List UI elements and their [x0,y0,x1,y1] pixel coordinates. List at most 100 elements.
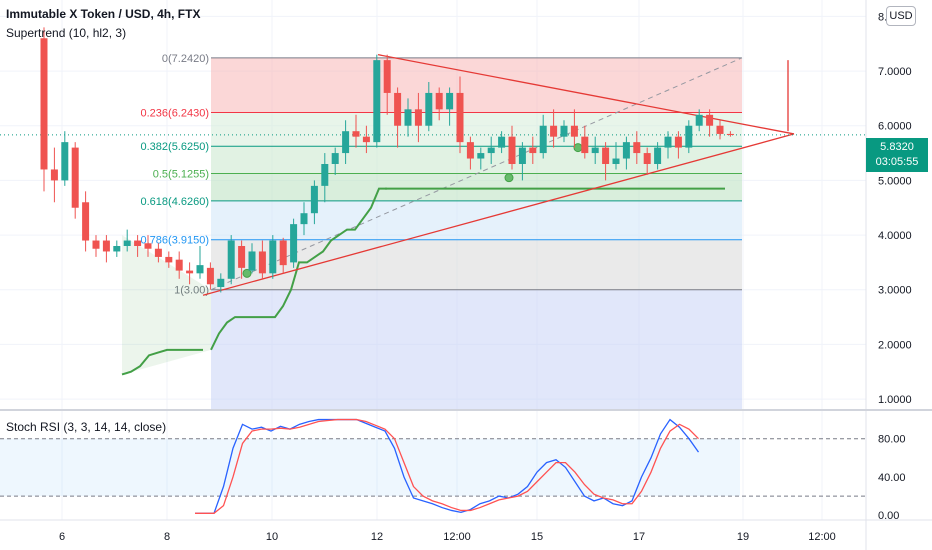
candle-body [102,240,110,252]
candle-body [206,267,214,285]
candle-body [466,142,474,159]
currency-button[interactable]: USD [886,6,916,26]
supertrend-legend[interactable]: Supertrend (10, hl2, 3) [6,26,127,40]
resistance-trendline [377,54,795,135]
candle-body [186,270,194,274]
supertrend-segment [210,187,387,351]
trendlines[interactable] [0,54,866,296]
candle-body [279,240,287,266]
price-tick-label: 3.0000 [878,285,912,297]
candle-body [165,256,173,263]
candle-body [550,125,558,137]
candle-body [518,147,526,164]
chart-title: Immutable X Token / USD, 4h, FTX [6,7,201,21]
fib-zone [211,239,742,290]
candle-body [154,248,162,257]
candle-body [362,136,370,143]
fib-level-label: 0.236(6.2430) [141,107,210,119]
candle-body [695,114,703,126]
candle-body [82,202,90,241]
supertrend-signal-dot [504,173,514,183]
bar-countdown: 03:05:55 [875,156,919,168]
candle-body [383,60,391,93]
candle-body [342,131,350,154]
time-tick-label: 8 [164,531,170,543]
fib-zone [211,173,742,201]
stoch-k-line [195,418,700,514]
candle-body [560,125,568,137]
price-tick-label: 1.0000 [878,394,912,406]
supertrend-line [121,187,725,376]
candle-body [404,109,412,126]
candle-body [290,224,298,263]
candle-body [498,136,506,148]
candle-body [602,147,610,164]
candle-body [716,125,724,134]
stoch-rsi-legend[interactable]: Stoch RSI (3, 3, 14, 14, close) [6,420,167,434]
candle-body [269,240,277,274]
time-tick-label: 15 [531,531,543,543]
price-tick-label: 4.0000 [878,230,912,242]
time-tick-label: 19 [737,531,749,543]
candle-body [217,278,225,287]
candle-body [654,147,662,164]
candle-body [664,136,672,148]
candle-body [310,185,318,214]
fib-zone [211,112,742,147]
time-tick-label: 10 [266,531,278,543]
candle-body [321,164,329,186]
candle-body [373,60,381,143]
candle-body [487,147,495,154]
stoch-rsi-pane: 0.00 40.00 80.00 [0,418,906,522]
candle-body [331,153,339,164]
candlesticks [40,27,734,293]
candle-body [134,240,142,246]
candle-body [622,142,630,159]
candle-body [123,240,131,246]
candle-body [92,240,100,249]
fib-level-label: 0(7.2420) [162,53,209,65]
candle-body [529,147,537,154]
candle-body [196,265,204,274]
candle-body [685,125,693,148]
candle-body [238,246,246,268]
candle-body [394,92,402,126]
candle-body [508,136,516,164]
supertrend-fill [122,235,211,375]
candle-body [435,92,443,110]
fib-zone [211,57,742,113]
price-tick-label: 7.0000 [878,66,912,78]
candle-body [612,158,620,164]
candle-body [456,92,464,143]
supertrend-signal-dot [573,143,583,153]
candle-body [591,147,599,154]
fib-level-label: 1(3.00) [174,285,209,297]
fib-level-label: 0.382(5.6250) [141,141,210,153]
candle-body [300,213,308,225]
fib-zone [211,146,742,174]
fib-level-label: 0.5(5.1255) [153,169,209,181]
fib-level-label: 0.786(3.9150) [141,235,210,247]
candle-body [477,153,485,159]
candle-body [144,243,152,249]
time-axis[interactable]: 6 8 10 12 12:00 15 17 19 12:00 [59,531,836,543]
time-tick-label: 12:00 [443,531,471,543]
price-tick-label: 2.0000 [878,339,912,351]
price-tick-label: 6.0000 [878,121,912,133]
supertrend-segment [121,348,203,376]
stoch-tick-label: 40.00 [878,472,906,484]
candle-body [175,259,183,271]
fib-trend-line [210,57,743,291]
supertrend-signal-dot [242,268,252,278]
candle-body [633,142,641,154]
candle-body [581,136,589,154]
candle-body [113,246,121,252]
price-tick-label: 5.0000 [878,175,912,187]
last-price-tag: 5.8320 03:05:55 [866,138,928,172]
last-price-value: 5.8320 [880,141,914,153]
support-trendline [202,133,795,296]
candle-body [706,114,714,126]
time-tick-label: 12 [371,531,383,543]
